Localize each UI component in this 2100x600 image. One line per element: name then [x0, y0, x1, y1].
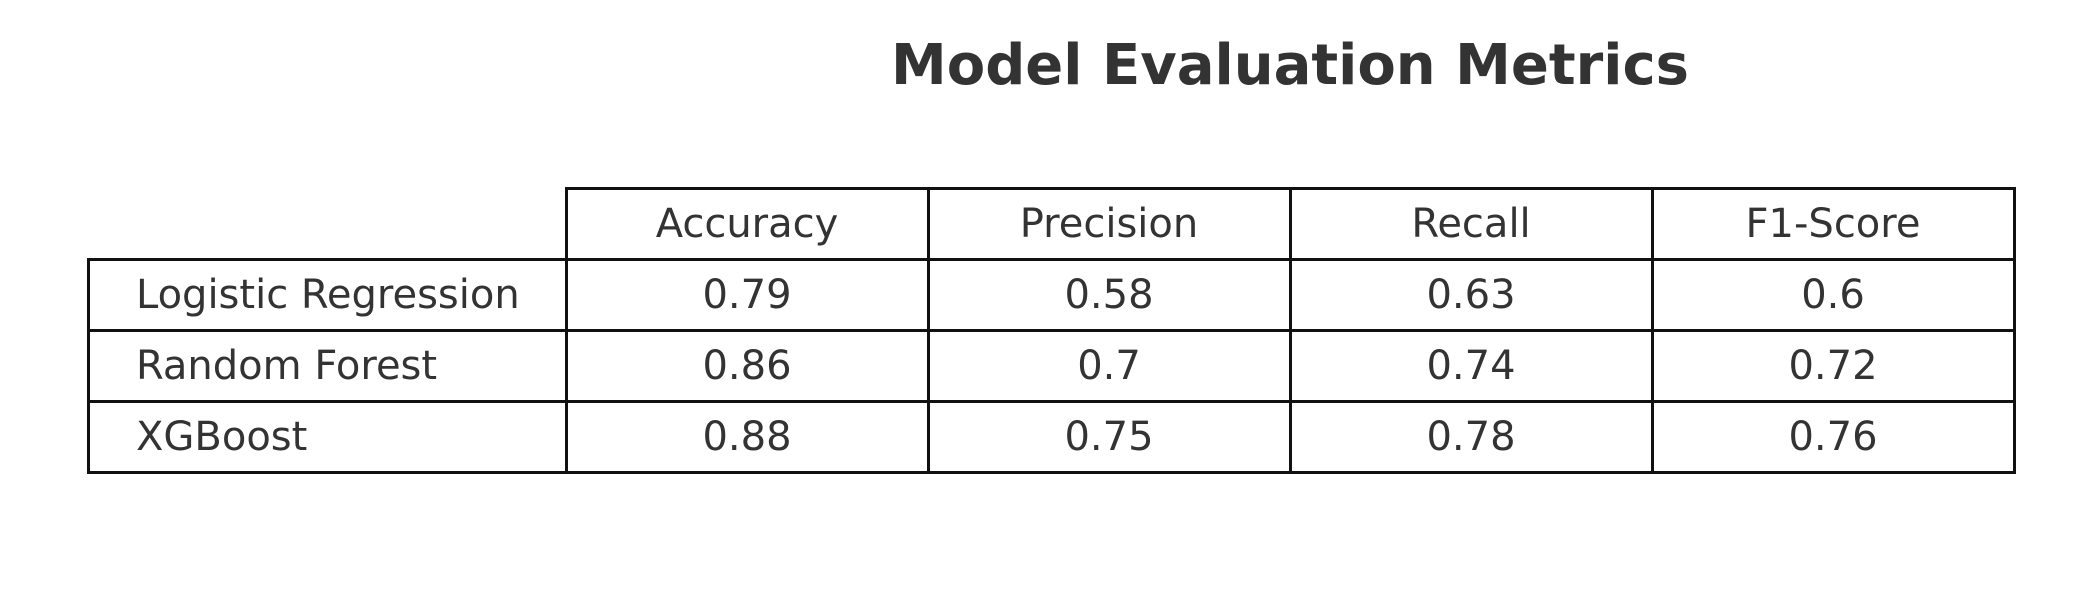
column-header-f1-score: F1-Score [1650, 187, 2016, 261]
table-row: Logistic Regression 0.79 0.58 0.63 0.6 [87, 258, 2016, 332]
chart-title: Model Evaluation Metrics [891, 33, 1689, 98]
table-corner-cell [88, 188, 568, 261]
table-row: Random Forest 0.86 0.7 0.74 0.72 [87, 329, 2016, 403]
cell-xgboost-f1-score: 0.76 [1650, 400, 2016, 474]
column-header-accuracy: Accuracy [564, 187, 930, 261]
cell-logistic-regression-precision: 0.58 [926, 258, 1292, 332]
table-header-row: Accuracy Precision Recall F1-Score [88, 187, 2016, 261]
cell-random-forest-recall: 0.74 [1288, 329, 1654, 403]
cell-xgboost-accuracy: 0.88 [564, 400, 930, 474]
metrics-table: Accuracy Precision Recall F1-Score Logis… [87, 187, 2016, 474]
cell-xgboost-recall: 0.78 [1288, 400, 1654, 474]
cell-xgboost-precision: 0.75 [926, 400, 1292, 474]
cell-logistic-regression-accuracy: 0.79 [564, 258, 930, 332]
cell-logistic-regression-recall: 0.63 [1288, 258, 1654, 332]
row-header-random-forest: Random Forest [87, 329, 568, 403]
cell-random-forest-accuracy: 0.86 [564, 329, 930, 403]
table-row: XGBoost 0.88 0.75 0.78 0.76 [87, 400, 2016, 474]
row-header-xgboost: XGBoost [87, 400, 568, 474]
column-header-recall: Recall [1288, 187, 1654, 261]
column-header-precision: Precision [926, 187, 1292, 261]
row-header-logistic-regression: Logistic Regression [87, 258, 568, 332]
cell-random-forest-precision: 0.7 [926, 329, 1292, 403]
cell-random-forest-f1-score: 0.72 [1650, 329, 2016, 403]
cell-logistic-regression-f1-score: 0.6 [1650, 258, 2016, 332]
